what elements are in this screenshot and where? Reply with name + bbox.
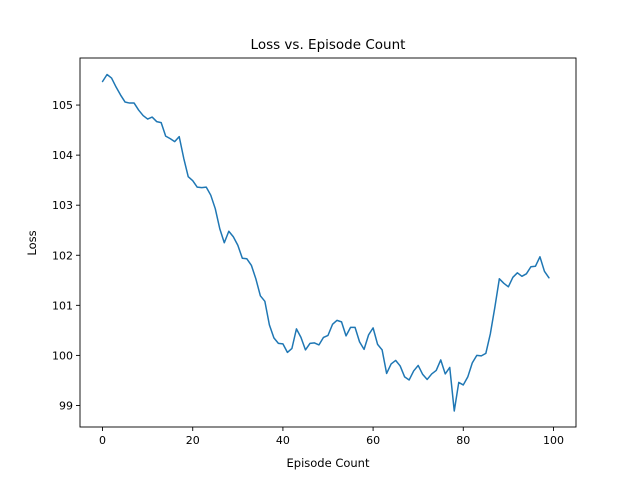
x-tick-label: 100: [543, 434, 564, 447]
x-tick-label: 40: [276, 434, 290, 447]
x-tick-label: 20: [186, 434, 200, 447]
y-tick-label: 99: [59, 399, 73, 412]
axes-frame: [79, 57, 577, 428]
y-tick-label: 104: [52, 149, 73, 162]
x-tick-label: 80: [456, 434, 470, 447]
y-tick-label: 100: [52, 349, 73, 362]
y-tick-label: 103: [52, 199, 73, 212]
x-tick-label: 0: [99, 434, 106, 447]
y-axis-label: Loss: [25, 230, 39, 255]
y-tick-label: 101: [52, 299, 73, 312]
y-tick-label: 105: [52, 99, 73, 112]
x-axis-label: Episode Count: [287, 456, 370, 470]
y-tick-label: 102: [52, 249, 73, 262]
loss-series-line: [101, 73, 550, 412]
x-tick-label: 60: [366, 434, 380, 447]
plot-area: [101, 73, 550, 412]
axis-ticks: 0 20 40 60 80 100 99 100 101 102 103 104 105: [52, 99, 564, 447]
chart-title: Loss vs. Episode Count: [251, 37, 406, 53]
